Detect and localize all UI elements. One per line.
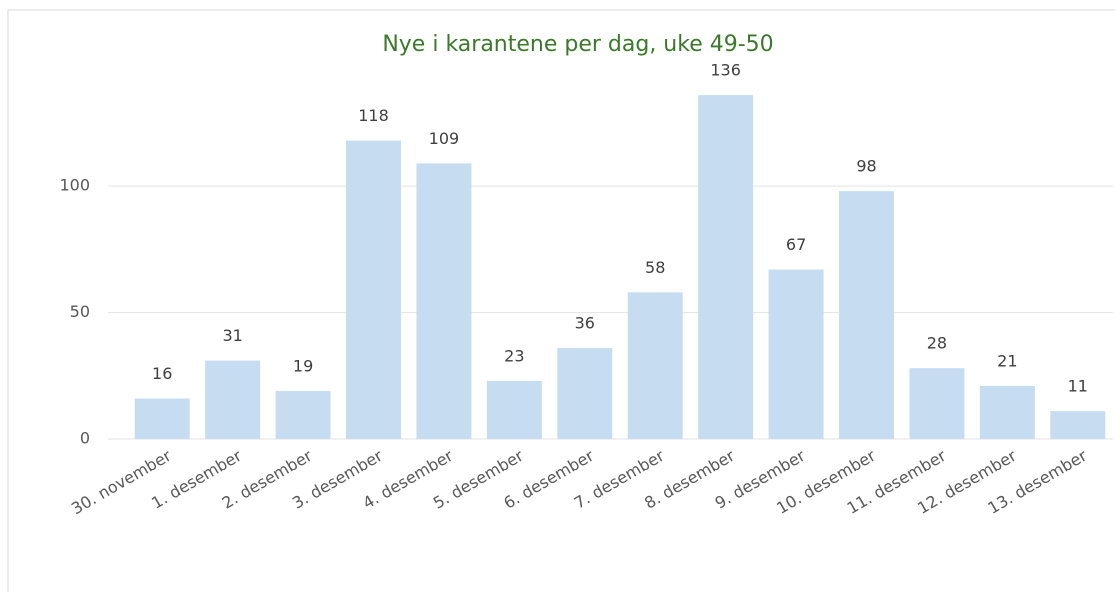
value-label: 31 — [222, 326, 242, 345]
bar — [979, 385, 1035, 439]
value-label: 58 — [645, 258, 665, 277]
bar — [557, 347, 613, 439]
bar — [486, 380, 542, 439]
bar — [134, 398, 190, 439]
value-label: 11 — [1068, 377, 1088, 396]
bar — [627, 292, 683, 439]
value-label: 28 — [927, 334, 947, 353]
value-label: 36 — [575, 313, 595, 332]
bar — [768, 269, 824, 439]
bar — [839, 191, 894, 439]
value-label: 67 — [786, 235, 806, 254]
bar — [909, 368, 965, 439]
value-label: 118 — [358, 106, 389, 125]
bar — [205, 360, 261, 439]
value-label: 109 — [429, 129, 460, 148]
bar — [698, 95, 754, 439]
value-label: 19 — [293, 356, 313, 375]
y-tick-label: 50 — [70, 302, 90, 321]
y-tick-label: 100 — [59, 176, 90, 195]
value-label: 98 — [856, 157, 876, 176]
bar — [275, 390, 331, 439]
bar — [416, 163, 472, 439]
chart-title: Nye i karantene per dag, uke 49-50 — [382, 32, 773, 57]
value-label: 16 — [152, 364, 172, 383]
value-label: 136 — [710, 61, 741, 80]
bar — [1050, 411, 1106, 439]
value-label: 23 — [504, 346, 524, 365]
bar — [346, 140, 401, 439]
value-label: 21 — [997, 351, 1017, 370]
y-tick-label: 0 — [80, 429, 90, 448]
chart-border — [7, 9, 1115, 592]
